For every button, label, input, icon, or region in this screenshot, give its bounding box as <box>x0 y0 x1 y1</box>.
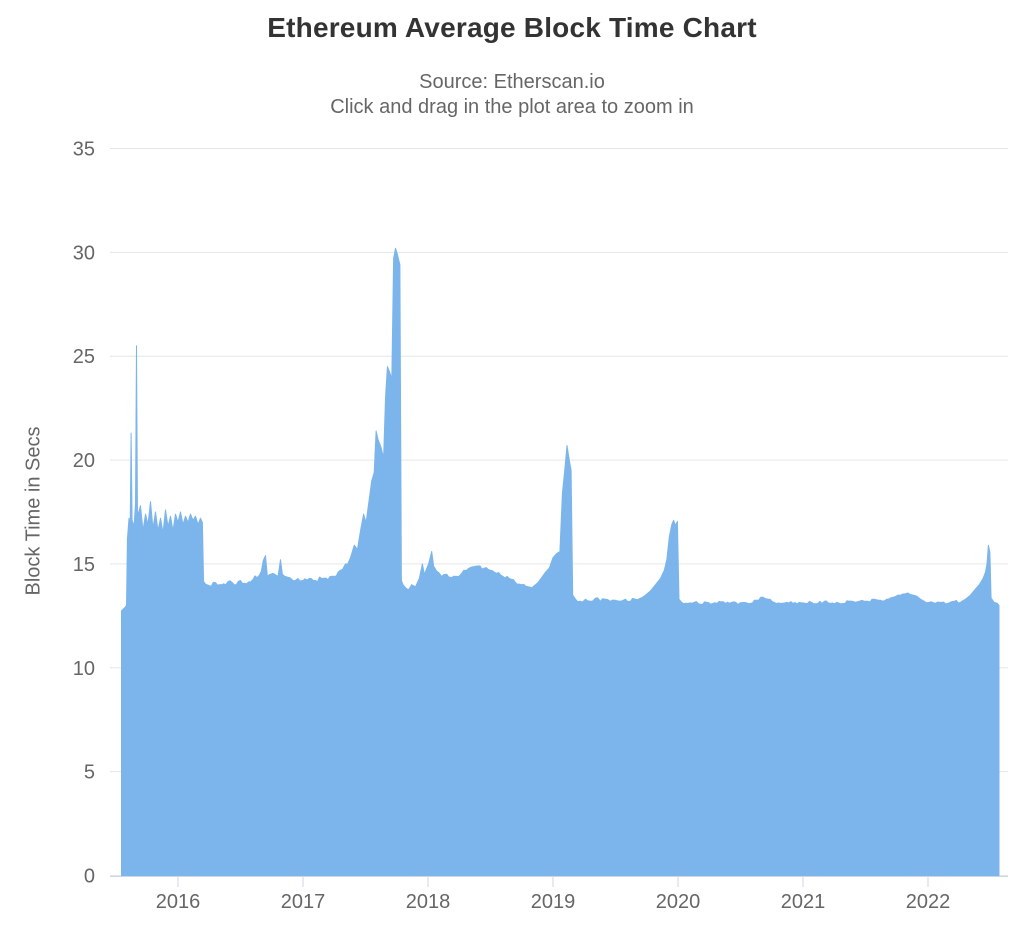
x-axis-tick-label: 2022 <box>906 891 951 913</box>
y-axis-tick-label: 25 <box>73 346 95 368</box>
y-axis-tick-label: 30 <box>73 242 95 264</box>
x-axis-tick-label: 2016 <box>156 891 201 913</box>
chart-subtitle-zoom-hint: Click and drag in the plot area to zoom … <box>330 96 694 118</box>
y-axis-tick-label: 0 <box>84 866 95 888</box>
x-axis-tick-label: 2020 <box>656 891 701 913</box>
y-axis-tick-label: 15 <box>73 554 95 576</box>
block-time-area-series[interactable] <box>121 247 1000 876</box>
plot-area-zoom-region[interactable] <box>110 149 1008 876</box>
x-axis-tick-label: 2018 <box>406 891 451 913</box>
y-axis-tick-label: 20 <box>73 450 95 472</box>
chart-title: Ethereum Average Block Time Chart <box>267 12 757 43</box>
x-axis-tick-label: 2021 <box>781 891 826 913</box>
y-axis-tick-label: 35 <box>73 139 95 161</box>
y-axis-tick-label: 10 <box>73 658 95 680</box>
x-axis-tick-label: 2017 <box>281 891 326 913</box>
x-axis-tick-label: 2019 <box>531 891 576 913</box>
chart-subtitle-source: Source: Etherscan.io <box>419 71 605 93</box>
y-axis-tick-label: 5 <box>84 762 95 784</box>
